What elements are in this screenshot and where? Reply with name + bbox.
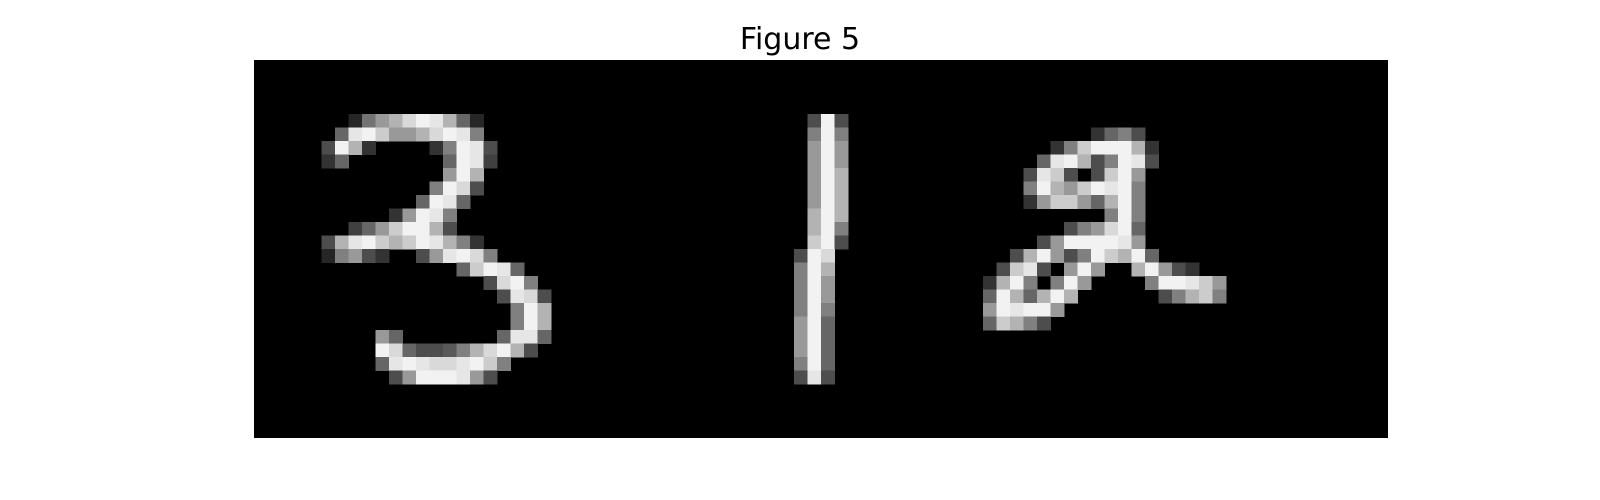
digit-pixel-canvas: [254, 60, 1388, 438]
digit-1-glyph: [794, 114, 849, 385]
digit-3-glyph: [321, 114, 552, 385]
figure-title: Figure 5: [739, 22, 861, 57]
digit-strip-image: [254, 60, 1388, 438]
digit-2-glyph: [983, 127, 1227, 331]
